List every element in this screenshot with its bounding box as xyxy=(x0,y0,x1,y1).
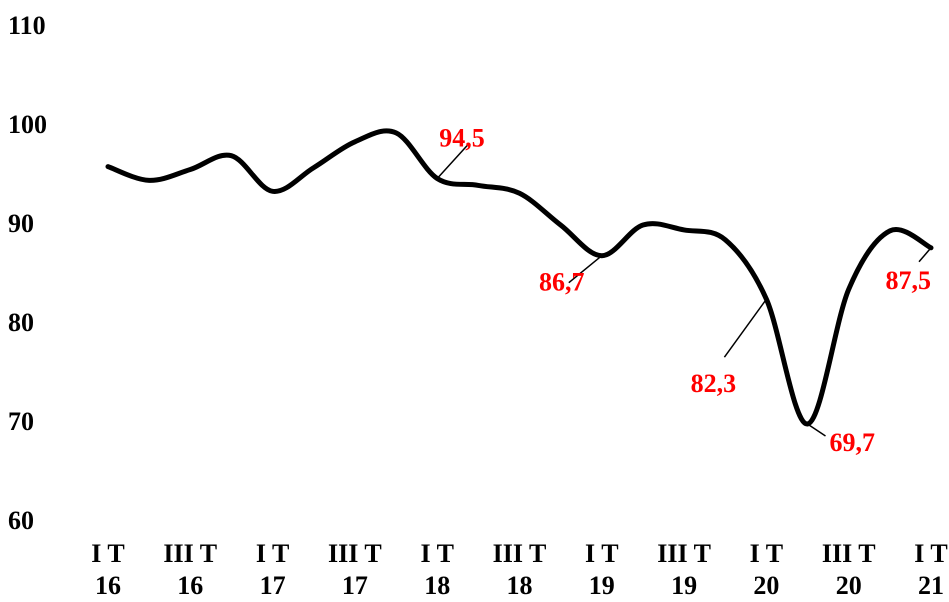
series-line xyxy=(105,128,934,427)
y-tick-label: 90 xyxy=(8,209,34,238)
x-tick-label: 16 xyxy=(177,571,203,600)
data-label: 87,5 xyxy=(886,266,932,295)
x-tick-label: 17 xyxy=(342,571,368,600)
data-label-leader xyxy=(723,298,768,358)
data-label-leader xyxy=(436,144,468,180)
x-axis: I T 16 III T 16 I T 17 III T 17 I T 18 III T 18 I T 1… xyxy=(91,539,948,600)
y-tick-label: 70 xyxy=(8,407,34,436)
data-label: 86,7 xyxy=(539,268,585,297)
x-tick-label: 18 xyxy=(424,571,450,600)
x-tick-label: III T xyxy=(163,539,217,568)
x-tick-label: I T xyxy=(750,539,784,568)
x-tick-label: I T xyxy=(420,539,454,568)
x-tick-label: 20 xyxy=(836,571,862,600)
x-tick-label: I T xyxy=(256,539,290,568)
data-labels: 94,5 86,7 82,3 69,7 87,5 xyxy=(436,124,932,457)
x-tick-label: 18 xyxy=(507,571,533,600)
y-tick-label: 110 xyxy=(8,11,46,40)
x-tick-label: 17 xyxy=(260,571,286,600)
x-tick-label: 21 xyxy=(918,571,944,600)
y-tick-label: 80 xyxy=(8,308,34,337)
y-tick-label: 100 xyxy=(8,110,47,139)
x-tick-label: III T xyxy=(493,539,547,568)
x-tick-label: 20 xyxy=(753,571,779,600)
x-tick-label: I T xyxy=(91,539,125,568)
x-tick-label: 16 xyxy=(95,571,121,600)
plot-area xyxy=(105,128,934,427)
data-label-leader xyxy=(568,255,603,284)
data-label-leader xyxy=(918,247,932,263)
data-label: 69,7 xyxy=(830,428,876,457)
x-tick-label: 19 xyxy=(671,571,697,600)
x-tick-label: III T xyxy=(328,539,382,568)
x-tick-label: I T xyxy=(914,539,948,568)
y-axis: 60 70 80 90 100 110 xyxy=(8,11,47,535)
x-tick-label: III T xyxy=(822,539,876,568)
x-tick-label: I T xyxy=(585,539,619,568)
data-label-leader xyxy=(807,423,826,437)
data-label: 94,5 xyxy=(439,124,485,153)
x-tick-label: III T xyxy=(657,539,711,568)
y-tick-label: 60 xyxy=(8,506,34,535)
data-label: 82,3 xyxy=(691,369,737,398)
x-tick-label: 19 xyxy=(589,571,615,600)
